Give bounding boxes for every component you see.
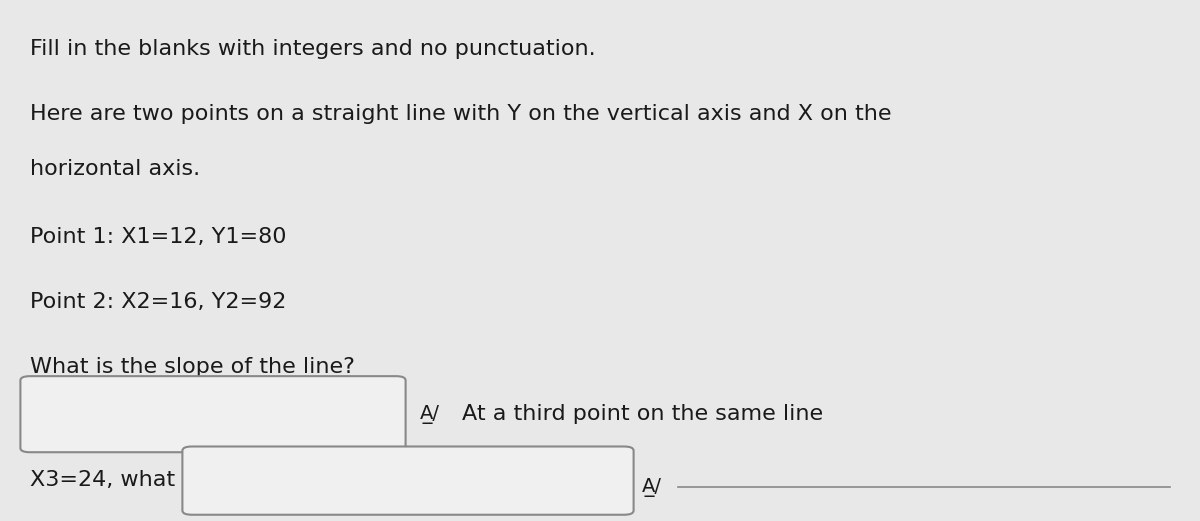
FancyBboxPatch shape <box>20 376 406 452</box>
Text: What is the slope of the line?: What is the slope of the line? <box>30 357 355 377</box>
Text: A̲/: A̲/ <box>420 405 440 424</box>
FancyBboxPatch shape <box>182 446 634 515</box>
Text: horizontal axis.: horizontal axis. <box>30 159 200 179</box>
Text: X3=24, what is Y3?: X3=24, what is Y3? <box>30 470 247 490</box>
Text: At a third point on the same line: At a third point on the same line <box>462 404 823 424</box>
Text: Point 2: X2=16, Y2=92: Point 2: X2=16, Y2=92 <box>30 292 287 312</box>
Text: Point 1: X1=12, Y1=80: Point 1: X1=12, Y1=80 <box>30 227 287 246</box>
Text: Fill in the blanks with integers and no punctuation.: Fill in the blanks with integers and no … <box>30 39 595 59</box>
Text: Here are two points on a straight line with Y on the vertical axis and X on the: Here are two points on a straight line w… <box>30 104 892 124</box>
Text: A̲/: A̲/ <box>642 478 662 497</box>
